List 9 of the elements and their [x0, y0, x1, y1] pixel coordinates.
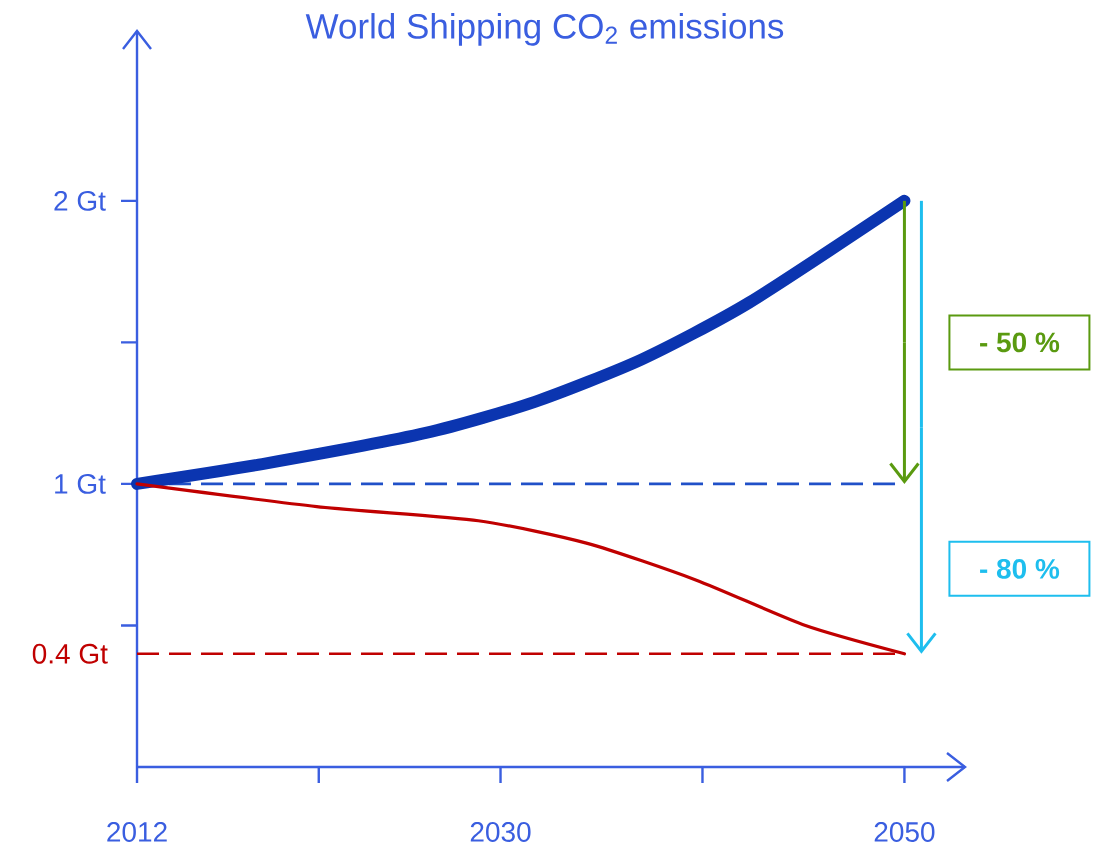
y-tick-label: 2 Gt: [54, 190, 106, 211]
ref-line-label: 0.4 Gt: [32, 643, 108, 664]
text: - 80 %: [980, 558, 1060, 579]
y-tick-label: 1 Gt: [55, 473, 106, 494]
x-tick-label: 2050: [874, 822, 935, 842]
chart-title: World Shipping CO$_{2}$ emissions: [305, 13, 784, 46]
text: - 50 %: [980, 332, 1060, 353]
x-tick-label: 2030: [470, 822, 531, 842]
x-tick-label: 2012: [107, 822, 167, 842]
